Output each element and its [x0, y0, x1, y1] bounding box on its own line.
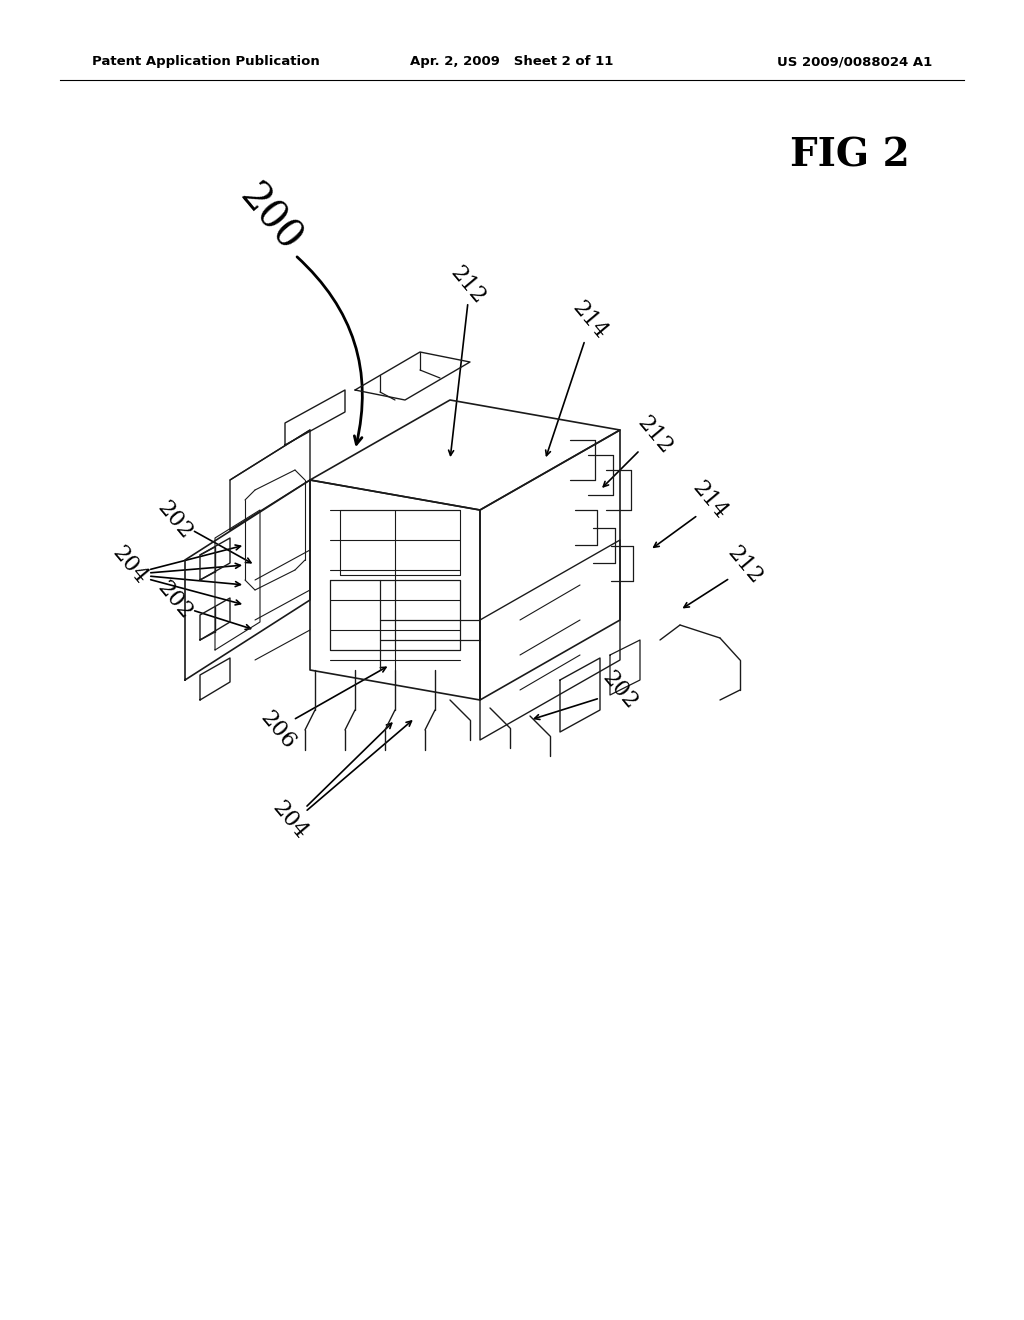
FancyArrowPatch shape — [195, 611, 251, 630]
FancyArrowPatch shape — [297, 257, 362, 445]
Text: 204: 204 — [268, 797, 312, 843]
FancyArrowPatch shape — [307, 723, 392, 807]
Text: 214: 214 — [688, 477, 732, 523]
Text: 212: 212 — [633, 412, 677, 458]
Text: 212: 212 — [446, 261, 490, 309]
Text: 202: 202 — [153, 496, 197, 544]
FancyArrowPatch shape — [151, 579, 241, 605]
FancyArrowPatch shape — [546, 343, 584, 455]
FancyArrowPatch shape — [449, 305, 468, 455]
FancyArrowPatch shape — [295, 668, 386, 718]
FancyArrowPatch shape — [684, 579, 728, 607]
Text: 202: 202 — [153, 577, 197, 623]
Text: 202: 202 — [598, 667, 642, 713]
Text: Patent Application Publication: Patent Application Publication — [92, 55, 319, 69]
FancyArrowPatch shape — [603, 451, 638, 487]
FancyArrowPatch shape — [151, 545, 241, 569]
FancyArrowPatch shape — [195, 532, 251, 562]
FancyArrowPatch shape — [151, 577, 241, 586]
Text: Apr. 2, 2009   Sheet 2 of 11: Apr. 2, 2009 Sheet 2 of 11 — [411, 55, 613, 69]
Text: US 2009/0088024 A1: US 2009/0088024 A1 — [777, 55, 932, 69]
FancyArrowPatch shape — [151, 564, 241, 573]
FancyArrowPatch shape — [653, 516, 695, 548]
Text: 200: 200 — [232, 178, 308, 259]
Text: 214: 214 — [568, 297, 612, 343]
Text: 206: 206 — [256, 706, 300, 754]
Text: 212: 212 — [723, 541, 767, 589]
Text: FIG 2: FIG 2 — [791, 137, 909, 174]
FancyArrowPatch shape — [535, 698, 597, 719]
FancyArrowPatch shape — [307, 721, 412, 810]
Text: 204: 204 — [108, 541, 153, 589]
